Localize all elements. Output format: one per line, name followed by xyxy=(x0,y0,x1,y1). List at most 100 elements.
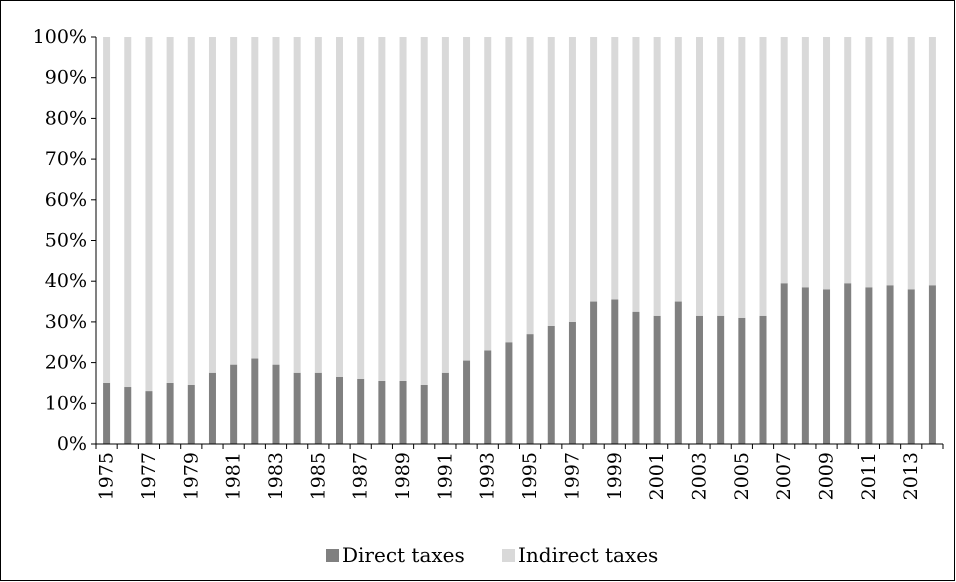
bar-direct-2002 xyxy=(674,301,682,444)
y-tick-label: 100% xyxy=(33,26,87,48)
bar-direct-1995 xyxy=(526,334,534,444)
bar-indirect-2014 xyxy=(928,37,936,286)
bar-direct-1976 xyxy=(124,387,132,444)
x-tick-label: 2011 xyxy=(858,452,880,500)
bar-direct-2001 xyxy=(653,315,661,444)
x-tick-label: 2001 xyxy=(646,452,668,500)
bar-indirect-2010 xyxy=(844,37,852,284)
y-tick-label: 40% xyxy=(45,270,87,292)
y-tick-label: 60% xyxy=(45,189,87,211)
bar-indirect-1979 xyxy=(187,37,195,385)
y-tick-label: 0% xyxy=(57,433,87,455)
bar-indirect-1992 xyxy=(463,37,471,361)
bar-indirect-1983 xyxy=(272,37,280,365)
y-tick-label: 70% xyxy=(45,148,87,170)
legend-swatch-direct-taxes xyxy=(326,549,339,562)
bar-indirect-1988 xyxy=(378,37,386,381)
bar-direct-2008 xyxy=(801,287,809,444)
bar-indirect-1998 xyxy=(590,37,598,302)
bar-indirect-2009 xyxy=(823,37,831,290)
x-tick-label: 1981 xyxy=(223,452,245,500)
bar-indirect-2005 xyxy=(738,37,746,318)
bar-indirect-2004 xyxy=(717,37,725,316)
bar-indirect-1982 xyxy=(251,37,259,359)
bar-direct-1985 xyxy=(314,372,322,444)
bar-direct-1996 xyxy=(547,325,555,444)
bar-indirect-1975 xyxy=(103,37,111,383)
bar-direct-2007 xyxy=(780,283,788,444)
bar-direct-1977 xyxy=(145,391,153,444)
x-tick-label: 2013 xyxy=(900,452,922,500)
bar-indirect-1994 xyxy=(505,37,513,343)
x-tick-label: 1975 xyxy=(96,452,118,500)
bar-direct-2013 xyxy=(907,289,915,444)
y-tick-label: 10% xyxy=(45,392,87,414)
x-tick-label: 2009 xyxy=(816,452,838,500)
bar-indirect-1986 xyxy=(336,37,344,377)
bar-indirect-1989 xyxy=(399,37,407,381)
bar-indirect-1985 xyxy=(314,37,322,373)
bar-indirect-2008 xyxy=(801,37,809,288)
x-tick-label: 1983 xyxy=(265,452,287,500)
bar-direct-2000 xyxy=(632,311,640,444)
bar-direct-1978 xyxy=(166,382,174,444)
bar-direct-1984 xyxy=(293,372,301,444)
x-tick-label: 1985 xyxy=(307,452,329,500)
bar-direct-2005 xyxy=(738,317,746,444)
bar-direct-2012 xyxy=(886,285,894,444)
bar-indirect-1984 xyxy=(293,37,301,373)
bar-indirect-2007 xyxy=(780,37,788,284)
legend-swatch-indirect-taxes xyxy=(502,549,515,562)
legend-label-direct-taxes: Direct taxes xyxy=(342,543,465,567)
bar-indirect-1995 xyxy=(526,37,534,335)
bar-direct-1980 xyxy=(208,372,216,444)
bar-direct-2009 xyxy=(823,289,831,444)
bar-indirect-1981 xyxy=(230,37,238,365)
y-tick-label: 90% xyxy=(45,67,87,89)
legend: Direct taxes Indirect taxes xyxy=(326,543,658,567)
bar-indirect-2000 xyxy=(632,37,640,312)
bar-direct-1999 xyxy=(611,299,619,444)
x-tick-label: 1995 xyxy=(519,452,541,500)
bar-indirect-2001 xyxy=(653,37,661,316)
bar-indirect-1977 xyxy=(145,37,153,392)
bar-direct-1981 xyxy=(230,364,238,444)
x-tick-label: 1993 xyxy=(477,452,499,500)
bar-direct-1989 xyxy=(399,380,407,444)
bar-indirect-2002 xyxy=(674,37,682,302)
bar-direct-1992 xyxy=(463,360,471,444)
bar-direct-1991 xyxy=(441,372,449,444)
bar-indirect-2013 xyxy=(907,37,915,290)
bar-direct-2014 xyxy=(928,285,936,444)
bar-direct-1975 xyxy=(103,382,111,444)
bar-indirect-1997 xyxy=(568,37,576,322)
y-tick-label: 50% xyxy=(45,230,87,252)
bar-direct-1979 xyxy=(187,384,195,444)
bar-direct-1987 xyxy=(357,378,365,444)
bar-indirect-1996 xyxy=(547,37,555,326)
y-axis: 0% 10% 20% 30% 40% 50% 60% 70% 80% 90% 100% xyxy=(33,26,97,455)
bar-direct-2003 xyxy=(695,315,703,444)
bars-group xyxy=(103,37,936,444)
bar-direct-1983 xyxy=(272,364,280,444)
bar-direct-1997 xyxy=(568,321,576,444)
x-tick-label: 1991 xyxy=(434,452,456,500)
bar-indirect-1980 xyxy=(208,37,216,373)
x-tick-label: 1999 xyxy=(604,452,626,500)
x-tick-label: 1979 xyxy=(180,452,202,500)
bar-direct-1988 xyxy=(378,380,386,444)
y-tick-label: 30% xyxy=(45,311,87,333)
x-tick-label: 1989 xyxy=(392,452,414,500)
x-axis: 1975 1977 1979 1981 1983 1985 1987 1989 1991 1993… xyxy=(95,443,944,500)
legend-label-indirect-taxes: Indirect taxes xyxy=(518,543,658,567)
bar-indirect-2012 xyxy=(886,37,894,286)
bar-indirect-1999 xyxy=(611,37,619,300)
bar-indirect-2006 xyxy=(759,37,767,316)
bar-direct-1982 xyxy=(251,358,259,444)
bar-direct-2006 xyxy=(759,315,767,444)
x-tick-label: 1997 xyxy=(561,452,583,500)
bar-direct-2004 xyxy=(717,315,725,444)
y-tick-label: 80% xyxy=(45,107,87,129)
